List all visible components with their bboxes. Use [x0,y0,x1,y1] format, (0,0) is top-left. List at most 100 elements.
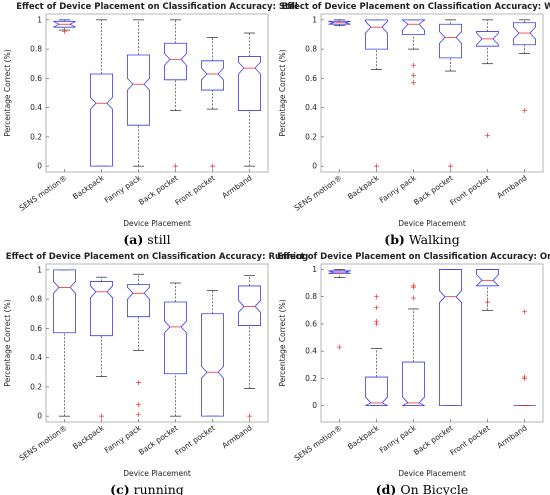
x-tick-label: Back pocket [137,173,180,207]
y-tick-label: 0.4 [30,103,42,112]
x-tick-label: Armband [220,173,253,200]
outlier [99,413,104,419]
x-tick-label: Back pocket [412,173,455,207]
outlier [374,294,379,300]
outlier [448,163,453,169]
caption: (d) On Bicycle [376,482,469,495]
panel: Effect of Device Placement on Classifica… [278,2,550,247]
y-tick-label: 0 [37,162,42,171]
y-tick-label: 0.6 [305,319,317,328]
panel: Effect of Device Placement on Classifica… [277,252,550,495]
x-tick-label: SENS motion® [293,173,344,213]
caption-text: Walking [409,232,460,247]
caption-label: (b) [384,232,405,247]
outlier [411,62,416,68]
chart-title: Effect of Device Placement on Classifica… [281,2,550,12]
box [90,73,113,167]
x-tick-label: Backpack [71,173,106,201]
box [53,269,76,334]
caption-label: (a) [123,232,143,247]
outlier [337,344,342,350]
box [402,361,426,407]
y-tick-label: 0.2 [30,382,42,391]
caption-text: still [147,232,170,247]
outlier [136,401,141,407]
outlier [173,163,178,169]
box [438,23,463,59]
y-tick-label: 0.8 [305,292,317,301]
box [90,281,113,337]
panel: Effect of Device Placement on Classifica… [3,252,308,495]
outlier [247,413,252,419]
outlier [411,72,416,78]
outlier [136,412,141,418]
box [438,269,463,407]
caption-label: (c) [110,482,129,495]
y-tick-label: 0 [37,412,42,421]
outlier [374,163,379,169]
box [163,301,188,375]
plot-area [320,263,544,423]
outlier [522,309,527,315]
y-tick-label: 0.2 [305,374,317,383]
y-tick-label: 1 [312,265,317,274]
caption-text: running [134,482,184,495]
box [163,42,188,81]
box [200,60,225,91]
y-tick-label: 0.6 [305,74,317,83]
y-tick-label: 0.8 [30,45,42,54]
box [365,376,388,407]
chart-title: Effect of Device Placement on Classifica… [16,2,298,12]
x-tick-label: Front pocket [173,423,216,457]
outlier [522,375,527,381]
box [127,284,151,318]
box [512,22,537,46]
y-tick-label: 0.2 [305,132,317,141]
caption: (c) running [110,482,184,495]
x-tick-label: SENS motion® [18,423,69,463]
y-axis-label: Percentage Correct (%) [3,49,12,136]
x-tick-label: Armband [220,423,253,450]
y-tick-label: 0.6 [30,324,42,333]
x-tick-label: Back pocket [412,423,455,457]
box [401,19,426,35]
y-tick-label: 0.8 [30,295,42,304]
x-axis-label: Device Placement [398,469,466,478]
plot-area [45,263,269,423]
x-axis-label: Device Placement [123,219,191,228]
outlier [411,283,416,289]
y-tick-label: 0.2 [30,132,42,141]
caption: (a) still [123,232,170,247]
y-axis-label: Percentage Correct (%) [278,299,287,386]
outlier [485,299,490,305]
outlier [485,132,490,138]
outlier [411,295,416,301]
y-tick-label: 0.4 [305,103,317,112]
caption-text: On Bicycle [400,482,468,495]
x-tick-label: Front pocket [448,173,491,207]
panel: Effect of Device Placement on Classifica… [3,2,298,247]
y-tick-label: 0 [312,401,317,410]
x-tick-label: Front pocket [448,423,491,457]
box [200,313,225,417]
x-tick-label: Front pocket [173,173,216,207]
box [237,56,262,111]
box [237,285,262,326]
x-tick-label: Back pocket [137,423,180,457]
chart-title: Effect of Device Placement on Classifica… [6,252,308,262]
x-tick-label: SENS motion® [293,423,344,463]
outlier [522,108,527,114]
x-tick-label: Armband [495,173,528,200]
x-tick-label: SENS motion® [18,173,69,213]
x-tick-label: Armband [495,423,528,450]
chart-title: Effect of Device Placement on Classifica… [277,252,550,262]
y-axis-label: Percentage Correct (%) [3,299,12,386]
x-tick-label: Backpack [346,423,381,451]
y-tick-label: 0 [312,162,317,171]
y-tick-label: 0.8 [305,45,317,54]
y-tick-label: 1 [37,15,42,24]
outlier [136,380,141,385]
outlier [62,29,67,35]
box [365,19,388,50]
